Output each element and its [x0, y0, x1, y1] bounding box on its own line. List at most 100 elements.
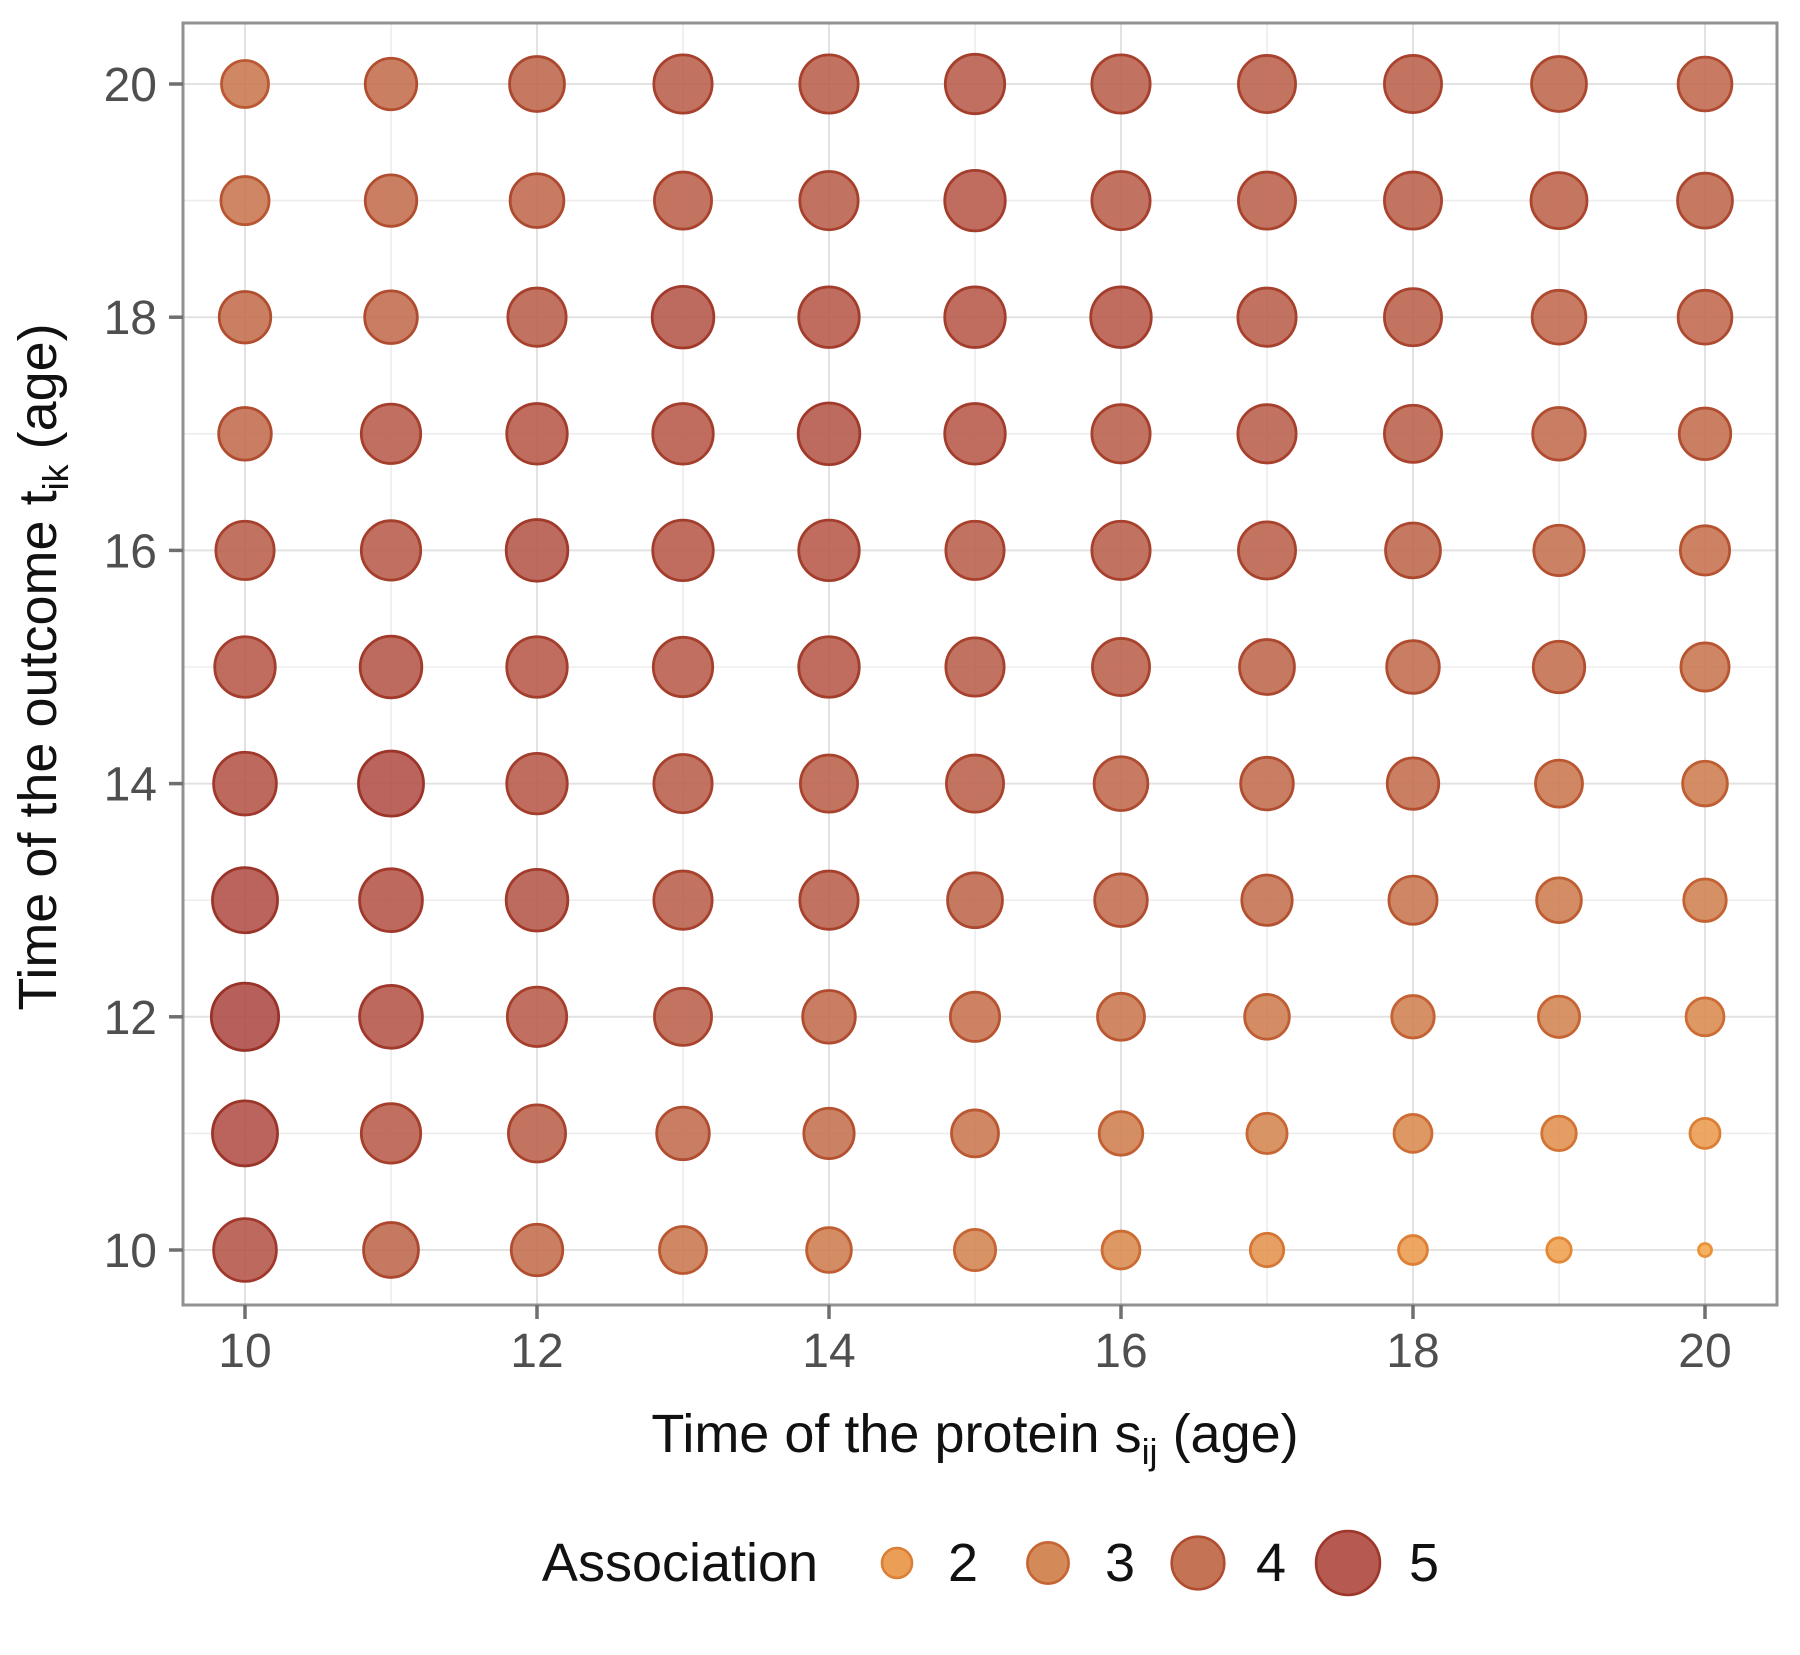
bubble-s18-t20: [1383, 54, 1443, 114]
bubble-s15-t12: [948, 990, 1002, 1043]
bubble-s14-t16: [797, 518, 861, 583]
bubble-s13-t16: [651, 518, 715, 583]
bubble-s16-t16: [1090, 519, 1152, 581]
bubble-s12-t18: [506, 286, 568, 348]
bubble-s14-t12: [801, 989, 857, 1045]
bubble-s19-t14: [1534, 758, 1584, 809]
bubble-s14-t13: [798, 869, 860, 931]
bubble-s16-t19: [1090, 170, 1152, 232]
bubble-s10-t12: [209, 981, 281, 1052]
bubble-s19-t12: [1536, 994, 1582, 1039]
bubble-s20-t15: [1679, 641, 1731, 693]
bubble-s15-t13: [946, 871, 1004, 930]
bubble-s13-t12: [653, 986, 713, 1047]
bubble-s15-t17: [943, 402, 1007, 466]
bubble-s10-t18: [217, 290, 273, 345]
bubble-s11-t16: [359, 519, 423, 582]
bubble-s14-t20: [798, 53, 860, 115]
bubble-s12-t20: [508, 55, 566, 113]
bubble-s12-t14: [505, 751, 569, 816]
bubble-s15-t10: [952, 1227, 998, 1273]
bubble-s16-t12: [1096, 991, 1146, 1042]
legend-key-circle-2: [880, 1546, 914, 1580]
bubble-s19-t10: [1545, 1236, 1573, 1264]
bubble-s18-t19: [1383, 170, 1443, 231]
panel-border: [181, 21, 1779, 1307]
bubble-s18-t17: [1383, 403, 1443, 464]
bubble-s20-t10: [1697, 1242, 1713, 1258]
bubble-s19-t20: [1530, 55, 1588, 113]
bubble-s18-t13: [1387, 874, 1439, 926]
bubble-s16-t17: [1090, 403, 1152, 465]
bubble-s11-t17: [359, 402, 423, 465]
bubble-s17-t19: [1237, 170, 1297, 231]
bubble-s19-t11: [1540, 1114, 1578, 1153]
bubble-s19-t13: [1535, 876, 1583, 924]
bubble-s17-t10: [1248, 1231, 1286, 1269]
bubble-s16-t11: [1097, 1110, 1145, 1157]
bubble-s16-t14: [1092, 755, 1150, 812]
bubble-s11-t13: [358, 867, 424, 933]
bubble-s14-t11: [802, 1106, 856, 1160]
bubble-s15-t20: [943, 52, 1007, 116]
bubble-s15-t16: [944, 519, 1006, 581]
legend-label-3: 3: [1105, 1533, 1135, 1593]
bubble-s11-t19: [363, 173, 419, 228]
bubble-s20-t13: [1682, 877, 1728, 923]
bubble-s10-t17: [217, 406, 273, 462]
bubble-s17-t16: [1237, 520, 1297, 581]
bubble-s10-t15: [213, 635, 277, 699]
x-tick-label-14: 14: [802, 1325, 855, 1378]
bubble-s15-t11: [950, 1108, 1000, 1159]
bubble-s15-t14: [945, 753, 1005, 814]
bubble-s10-t16: [214, 519, 276, 581]
bubble-s20-t12: [1684, 996, 1726, 1038]
legend-key-circle-5: [1314, 1529, 1382, 1597]
bubble-s17-t18: [1236, 286, 1298, 348]
bubble-s11-t20: [363, 56, 419, 112]
bubble-s16-t13: [1093, 872, 1149, 928]
bubble-s13-t11: [655, 1105, 711, 1162]
bubble-s19-t17: [1531, 406, 1587, 462]
x-tick-label-16: 16: [1094, 1325, 1147, 1378]
x-tick-label-18: 18: [1386, 1325, 1439, 1378]
legend-label-2: 2: [948, 1533, 978, 1593]
bubble-s11-t10: [362, 1221, 420, 1279]
legend-key-circle-4: [1170, 1535, 1226, 1591]
bubble-s14-t15: [797, 635, 861, 699]
bubble-s18-t11: [1392, 1113, 1434, 1154]
bubble-s17-t11: [1245, 1111, 1289, 1155]
bubble-s18-t12: [1390, 994, 1436, 1040]
bubble-s13-t17: [651, 402, 715, 466]
bubble-s11-t14: [357, 749, 425, 818]
bubble-s10-t10: [212, 1217, 278, 1283]
y-tick-label-16: 16: [104, 525, 157, 578]
bubble-s12-t12: [505, 985, 569, 1048]
bubble-s14-t17: [796, 401, 862, 467]
bubble-s14-t14: [799, 753, 859, 814]
bubble-s14-t10: [805, 1226, 853, 1274]
bubble-s12-t10: [509, 1222, 565, 1278]
bubble-s11-t12: [358, 984, 424, 1050]
bubble-s18-t10: [1397, 1234, 1429, 1266]
bubble-s17-t17: [1236, 403, 1298, 465]
y-tick-label-12: 12: [104, 992, 157, 1045]
x-tick-label-10: 10: [218, 1325, 271, 1378]
bubble-s11-t15: [358, 634, 424, 700]
bubble-s20-t14: [1681, 759, 1729, 808]
bubble-s20-t18: [1676, 288, 1734, 346]
y-tick-label-10: 10: [104, 1225, 157, 1278]
bubble-s12-t13: [504, 867, 570, 933]
bubble-s13-t13: [652, 869, 714, 931]
bubble-s19-t19: [1529, 171, 1589, 230]
bubble-s18-t14: [1385, 756, 1441, 811]
bubble-s13-t19: [653, 170, 713, 231]
bubble-s18-t18: [1383, 287, 1443, 348]
bubble-s20-t20: [1676, 55, 1734, 113]
legend-key-circle-3: [1026, 1541, 1070, 1585]
bubble-s17-t15: [1238, 638, 1296, 696]
bubble-s13-t20: [652, 53, 714, 115]
bubble-s19-t15: [1531, 639, 1587, 695]
